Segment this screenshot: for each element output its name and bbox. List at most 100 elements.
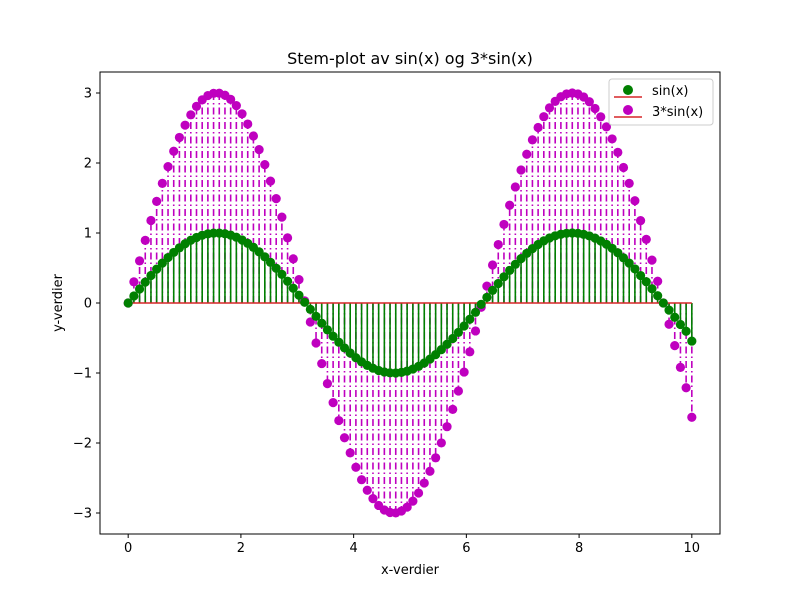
data-point [294, 275, 304, 285]
data-point [334, 337, 344, 347]
data-point [294, 290, 304, 300]
data-point [140, 235, 150, 245]
legend-label-sin: sin(x) [652, 84, 688, 99]
data-point [453, 386, 464, 396]
data-point [687, 412, 697, 422]
data-point [231, 101, 241, 111]
data-point [152, 196, 162, 207]
data-point [129, 291, 139, 301]
data-point [345, 448, 355, 458]
data-point [191, 101, 202, 111]
data-point [157, 178, 167, 188]
data-point [453, 327, 464, 337]
data-point [146, 270, 156, 281]
data-point [265, 176, 276, 186]
data-point [322, 325, 333, 335]
data-point [613, 147, 623, 157]
data-point [596, 112, 606, 122]
data-point [123, 298, 133, 308]
y-axis-label: y-verdier [51, 273, 66, 331]
data-point [675, 319, 686, 330]
data-point [288, 283, 298, 293]
data-point [533, 122, 543, 133]
data-point [505, 265, 515, 276]
stems-series-0 [133, 233, 693, 373]
data-point [459, 321, 469, 331]
plot-area [123, 88, 697, 518]
y-tick-label: 1 [84, 227, 92, 242]
data-point [465, 314, 475, 324]
data-point [630, 264, 640, 274]
y-axis: −3 −2 −1 0 1 2 3 [73, 87, 100, 522]
data-point [425, 466, 435, 476]
data-point [493, 278, 503, 289]
x-tick-label: 0 [124, 541, 132, 556]
data-point [402, 502, 412, 512]
data-point [487, 285, 498, 295]
data-point [681, 383, 691, 393]
data-point [544, 103, 555, 113]
x-tick-label: 8 [575, 541, 583, 556]
data-point [510, 259, 520, 269]
data-point [499, 219, 509, 230]
data-point [260, 252, 270, 262]
data-point [601, 122, 612, 132]
data-point [134, 284, 145, 294]
data-point [448, 404, 458, 414]
data-point [436, 345, 446, 355]
data-point [265, 257, 276, 267]
data-point [653, 291, 663, 301]
data-point [157, 258, 167, 268]
data-point [368, 494, 378, 504]
data-point [470, 307, 481, 317]
data-point [482, 292, 492, 302]
data-point [328, 331, 338, 341]
data-point [510, 182, 520, 192]
data-point [152, 264, 162, 274]
data-point [487, 260, 498, 270]
data-point [459, 367, 469, 377]
data-point [653, 276, 663, 286]
legend-marker-sin [623, 85, 633, 95]
data-point [146, 215, 156, 226]
y-tick-label: 3 [84, 87, 92, 102]
y-tick-label: −1 [73, 367, 92, 382]
data-point [590, 103, 600, 114]
data-point [675, 362, 686, 373]
x-axis: 0 2 4 6 8 10 [124, 534, 700, 556]
data-point [687, 336, 697, 346]
data-point [624, 258, 634, 268]
data-point [670, 341, 680, 351]
data-point [243, 119, 253, 129]
data-point [408, 496, 418, 506]
data-point [334, 415, 344, 426]
data-point [419, 478, 429, 488]
data-point [351, 462, 361, 472]
x-tick-label: 6 [462, 541, 470, 556]
data-point [317, 318, 327, 328]
data-point [311, 311, 321, 321]
data-point [254, 145, 264, 155]
data-point [282, 233, 293, 243]
data-point [658, 298, 668, 308]
data-point [260, 160, 270, 170]
data-point [527, 135, 538, 145]
data-point [641, 277, 651, 287]
data-point [630, 196, 640, 206]
data-point [476, 299, 486, 310]
data-point [311, 338, 321, 348]
data-point [271, 194, 281, 204]
data-point [356, 475, 367, 485]
data-point [493, 239, 503, 250]
data-point [237, 109, 247, 119]
data-point [670, 312, 680, 322]
data-point [288, 254, 298, 264]
data-point [641, 234, 651, 244]
data-point [271, 263, 281, 273]
data-point [664, 319, 674, 329]
data-point [647, 284, 657, 294]
y-tick-label: 2 [84, 157, 92, 172]
data-point [431, 453, 441, 463]
data-point [300, 297, 310, 307]
